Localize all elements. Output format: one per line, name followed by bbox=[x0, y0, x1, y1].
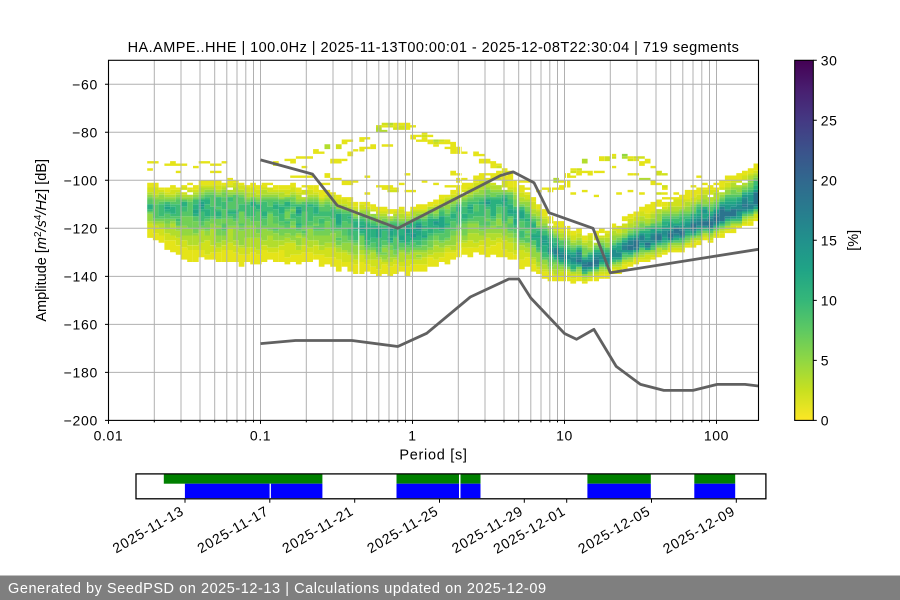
svg-text:−180: −180 bbox=[64, 364, 98, 380]
svg-text:Period [s]: Period [s] bbox=[399, 448, 467, 464]
svg-text:−60: −60 bbox=[72, 76, 98, 92]
svg-text:Amplitude [m2/s4/Hz] [dB]: Amplitude [m2/s4/Hz] [dB] bbox=[33, 159, 50, 322]
svg-text:0: 0 bbox=[821, 412, 829, 428]
svg-text:10: 10 bbox=[821, 292, 838, 308]
svg-text:100: 100 bbox=[704, 428, 729, 444]
svg-text:20: 20 bbox=[821, 172, 838, 188]
svg-text:30: 30 bbox=[821, 52, 838, 68]
svg-text:1: 1 bbox=[408, 428, 416, 444]
svg-text:25: 25 bbox=[821, 112, 838, 128]
svg-text:15: 15 bbox=[821, 232, 838, 248]
svg-text:5: 5 bbox=[821, 352, 829, 368]
svg-text:Generated by SeedPSD on 2025-1: Generated by SeedPSD on 2025-12-13 | Cal… bbox=[8, 581, 547, 597]
svg-text:−200: −200 bbox=[64, 412, 98, 428]
svg-text:[%]: [%] bbox=[846, 230, 862, 251]
svg-text:−140: −140 bbox=[64, 268, 98, 284]
svg-text:−100: −100 bbox=[64, 172, 98, 188]
svg-text:10: 10 bbox=[556, 428, 573, 444]
svg-text:0.01: 0.01 bbox=[94, 428, 124, 444]
svg-text:HA.AMPE..HHE | 100.0Hz | 2025-: HA.AMPE..HHE | 100.0Hz | 2025-11-13T00:0… bbox=[128, 40, 740, 56]
svg-text:0.1: 0.1 bbox=[250, 428, 271, 444]
svg-text:−160: −160 bbox=[64, 316, 98, 332]
svg-text:−80: −80 bbox=[72, 124, 98, 140]
svg-text:−120: −120 bbox=[64, 220, 98, 236]
